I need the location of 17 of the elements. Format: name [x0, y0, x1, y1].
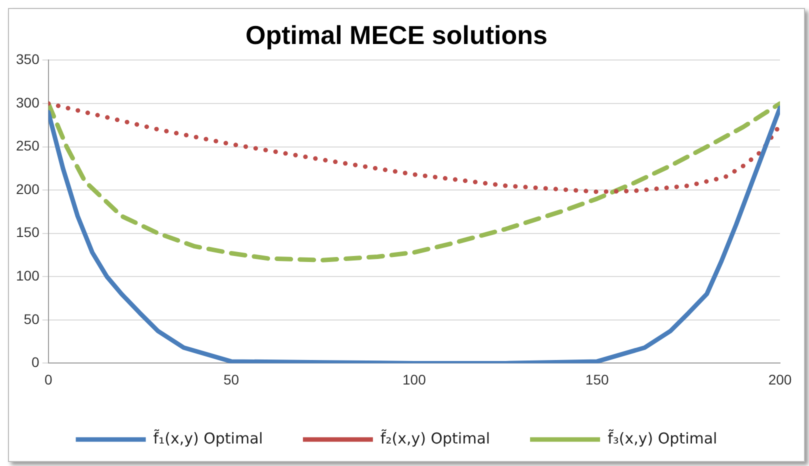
x-tick-label: 50: [223, 371, 240, 388]
y-tick-label: 250: [16, 138, 40, 154]
chart-title: Optimal MECE solutions: [246, 20, 548, 50]
y-tick-label: 50: [24, 310, 40, 327]
x-tick-label: 150: [585, 371, 609, 388]
x-tick-label: 0: [44, 371, 52, 388]
y-tick-label: 150: [16, 224, 40, 240]
legend-label: f̃₁(x,y) Optimal: [153, 428, 263, 448]
legend-label: f̃₂(x,y) Optimal: [380, 428, 490, 448]
y-tick-label: 0: [32, 354, 40, 370]
y-tick-label: 200: [16, 180, 40, 197]
x-tick-label: 200: [768, 371, 792, 388]
y-tick-label: 300: [16, 94, 40, 110]
x-tick-label: 100: [402, 371, 426, 388]
legend-label: f̃₃(x,y) Optimal: [608, 428, 718, 448]
y-tick-label: 350: [16, 51, 40, 68]
y-tick-label: 100: [16, 267, 40, 284]
